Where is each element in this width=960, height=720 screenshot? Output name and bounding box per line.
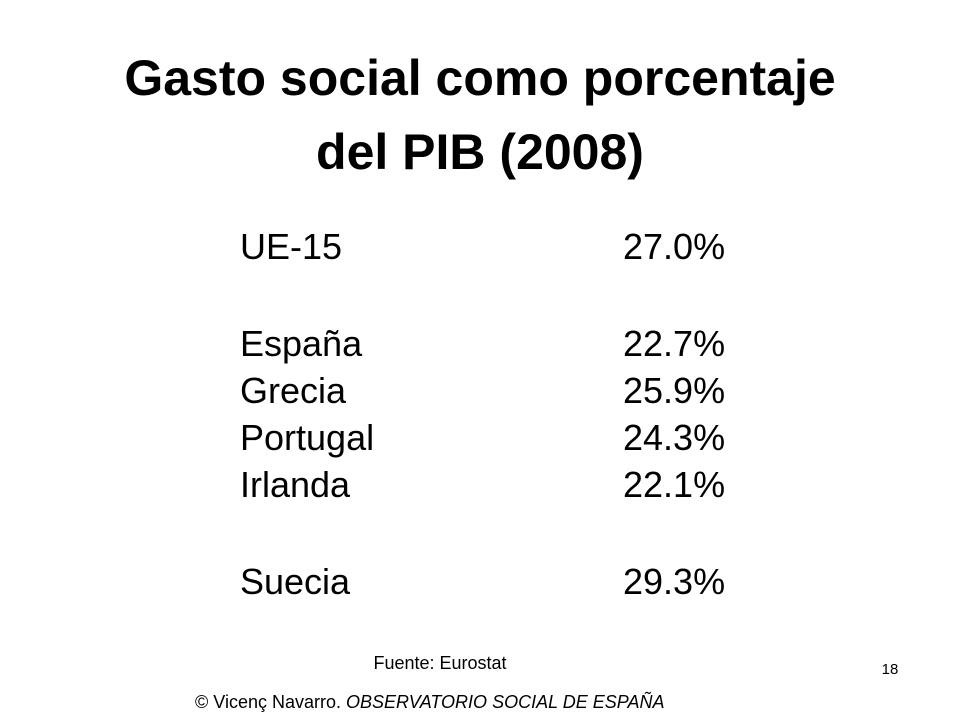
- row-value: 29.3%: [623, 561, 726, 602]
- row-label: UE-15: [240, 226, 343, 267]
- slide-title-line-2: del PIB (2008): [316, 124, 644, 180]
- table-row-espana: España 22.7%: [240, 322, 740, 366]
- page-number: 18: [881, 661, 899, 678]
- row-label: Irlanda: [240, 464, 351, 505]
- row-value: 27.0%: [623, 226, 726, 267]
- row-value: 22.1%: [623, 464, 726, 505]
- row-value: 22.7%: [623, 323, 726, 364]
- row-label: Grecia: [240, 370, 347, 411]
- slide-title-line-1: Gasto social como porcentaje: [124, 50, 836, 106]
- copyright-footer: © Vicenç Navarro. OBSERVATORIO SOCIAL DE…: [195, 691, 664, 713]
- copyright-organization: OBSERVATORIO SOCIAL DE ESPAÑA: [346, 692, 665, 712]
- copyright-author: © Vicenç Navarro.: [195, 692, 341, 712]
- row-label: España: [240, 323, 363, 364]
- source-note: Fuente: Eurostat: [373, 653, 507, 673]
- table-row-grecia: Grecia 25.9%: [240, 369, 740, 413]
- table-row-suecia: Suecia 29.3%: [240, 560, 740, 604]
- table-row-ue15: UE-15 27.0%: [240, 225, 740, 269]
- row-value: 25.9%: [623, 370, 726, 411]
- row-value: 24.3%: [623, 417, 726, 458]
- table-row-irlanda: Irlanda 22.1%: [240, 463, 740, 507]
- row-label: Suecia: [240, 561, 351, 602]
- row-label: Portugal: [240, 417, 375, 458]
- table-row-portugal: Portugal 24.3%: [240, 416, 740, 460]
